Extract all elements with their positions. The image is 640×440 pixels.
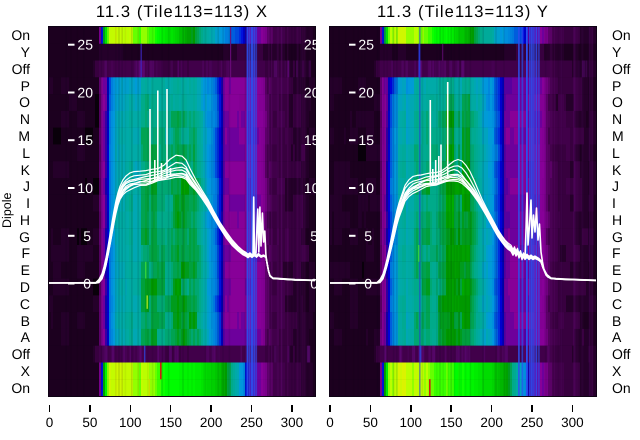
svg-text:10: 10 xyxy=(358,180,374,196)
svg-text:20: 20 xyxy=(304,85,320,101)
svg-text:0: 0 xyxy=(83,276,91,292)
svg-text:10: 10 xyxy=(77,180,93,196)
svg-text:5: 5 xyxy=(364,228,372,244)
svg-text:20: 20 xyxy=(358,85,374,101)
svg-text:0: 0 xyxy=(310,276,318,292)
svg-text:5: 5 xyxy=(310,228,318,244)
svg-text:25: 25 xyxy=(77,37,93,53)
svg-text:25: 25 xyxy=(358,37,374,53)
svg-text:10: 10 xyxy=(304,180,320,196)
svg-text:5: 5 xyxy=(83,228,91,244)
svg-text:0: 0 xyxy=(364,276,372,292)
svg-text:20: 20 xyxy=(77,85,93,101)
svg-text:15: 15 xyxy=(304,132,320,148)
svg-text:25: 25 xyxy=(304,37,320,53)
svg-text:15: 15 xyxy=(77,132,93,148)
svg-text:15: 15 xyxy=(358,132,374,148)
